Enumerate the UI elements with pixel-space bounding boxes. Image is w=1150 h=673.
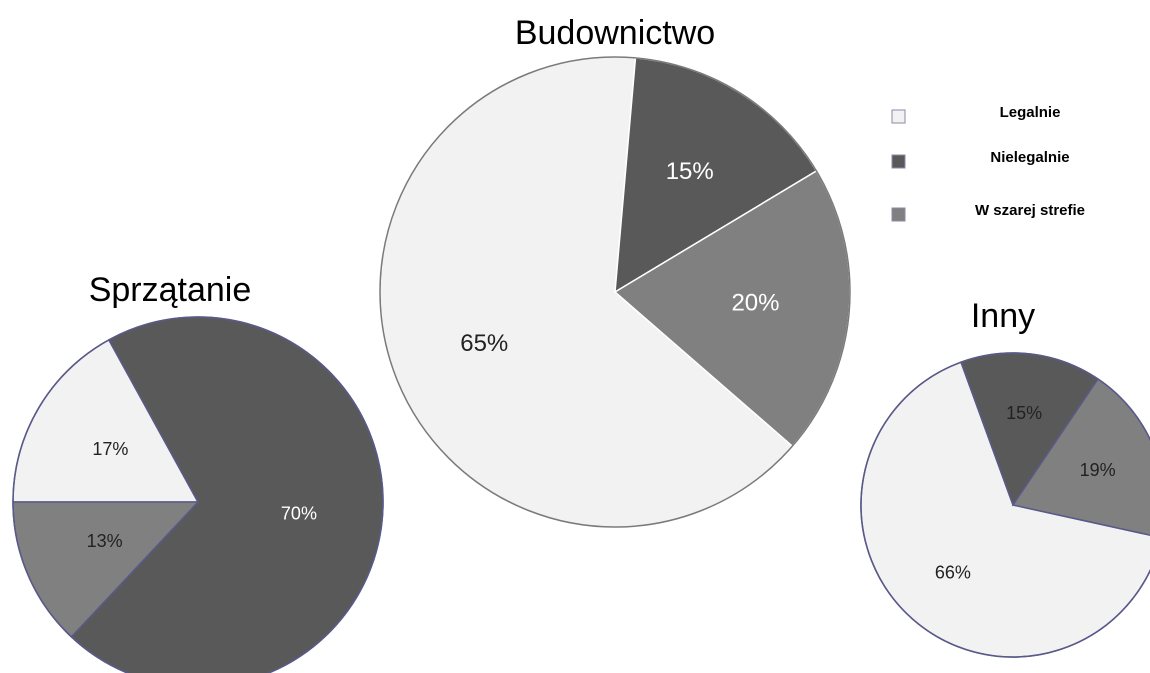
slice-label: 15% — [666, 158, 714, 185]
pie-outline — [12, 316, 384, 673]
slice-label: 70% — [281, 504, 317, 524]
legend-label: Legalnie — [1000, 104, 1061, 121]
legend-swatch — [891, 109, 906, 124]
slice-label: 20% — [731, 290, 779, 317]
chart-title: Sprzątanie — [89, 271, 252, 309]
pie-outline — [860, 352, 1150, 658]
chart-title: Budownictwo — [515, 14, 715, 52]
pie-outline — [379, 56, 851, 528]
legend-swatch — [891, 154, 906, 169]
slice-label: 65% — [460, 330, 508, 357]
slice-label: 66% — [935, 562, 971, 582]
slice-label: 15% — [1006, 403, 1042, 423]
slice-label: 17% — [92, 439, 128, 459]
legend-swatch — [891, 207, 906, 222]
legend-label: W szarej strefie — [975, 202, 1085, 219]
slice-label: 13% — [87, 531, 123, 551]
legend-label: Nielegalnie — [990, 149, 1069, 166]
chart-title: Inny — [971, 297, 1035, 335]
slice-label: 19% — [1080, 460, 1116, 480]
